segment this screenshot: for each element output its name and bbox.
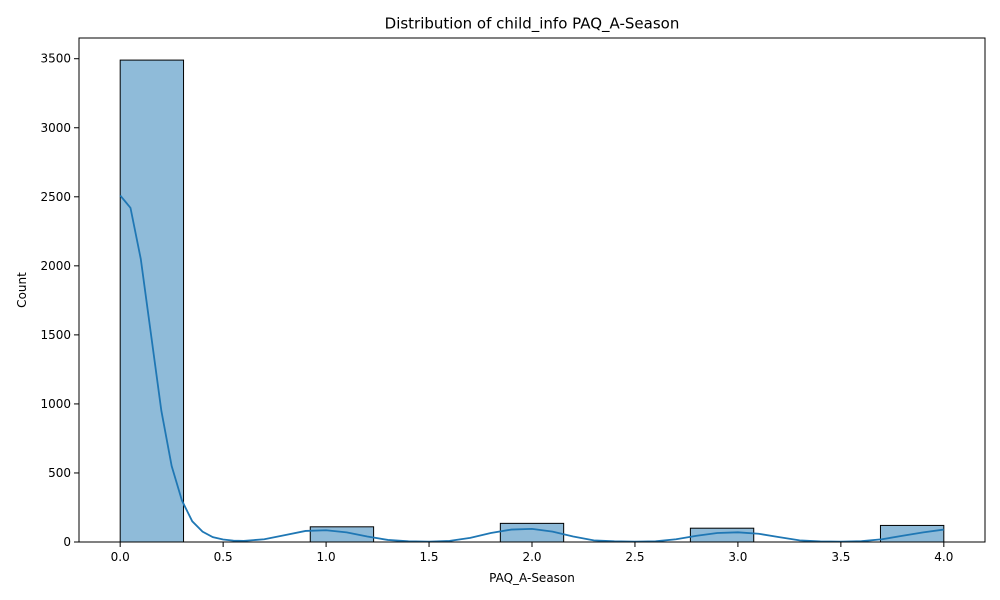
histogram-bar xyxy=(309,526,375,543)
y-tick-label: 2500 xyxy=(40,190,71,204)
plot-area-frame xyxy=(78,37,986,543)
y-tick-label: 2000 xyxy=(40,259,71,273)
x-tick-label: 1.0 xyxy=(317,550,336,564)
x-tick-label: 1.5 xyxy=(419,550,438,564)
x-tick-label: 3.5 xyxy=(831,550,850,564)
y-tick-label: 0 xyxy=(63,535,71,549)
chart-title: Distribution of child_info PAQ_A-Season xyxy=(385,15,680,34)
y-axis-title: Count xyxy=(15,272,29,308)
y-tick-label: 1500 xyxy=(40,328,71,342)
y-tick-label: 3000 xyxy=(40,121,71,135)
y-tick-label: 1000 xyxy=(40,397,71,411)
x-tick-label: 2.0 xyxy=(522,550,541,564)
histogram-bar xyxy=(119,59,185,543)
x-axis: 0.0 0.5 1.0 1.5 2.0 2.5 3.0 3.5 4.0 xyxy=(111,542,953,564)
x-tick-label: 0.5 xyxy=(214,550,233,564)
y-tick-label: 3500 xyxy=(40,52,71,66)
x-axis-title: PAQ_A-Season xyxy=(489,571,575,585)
x-tick-label: 4.0 xyxy=(934,550,953,564)
x-tick-label: 3.0 xyxy=(728,550,747,564)
histogram-bars xyxy=(119,59,945,543)
y-tick-label: 500 xyxy=(48,466,71,480)
x-tick-label: 0.0 xyxy=(111,550,130,564)
kde-curve xyxy=(119,194,944,543)
y-axis: 0 500 1000 1500 2000 2500 3000 3500 xyxy=(40,52,79,549)
x-tick-label: 2.5 xyxy=(625,550,644,564)
